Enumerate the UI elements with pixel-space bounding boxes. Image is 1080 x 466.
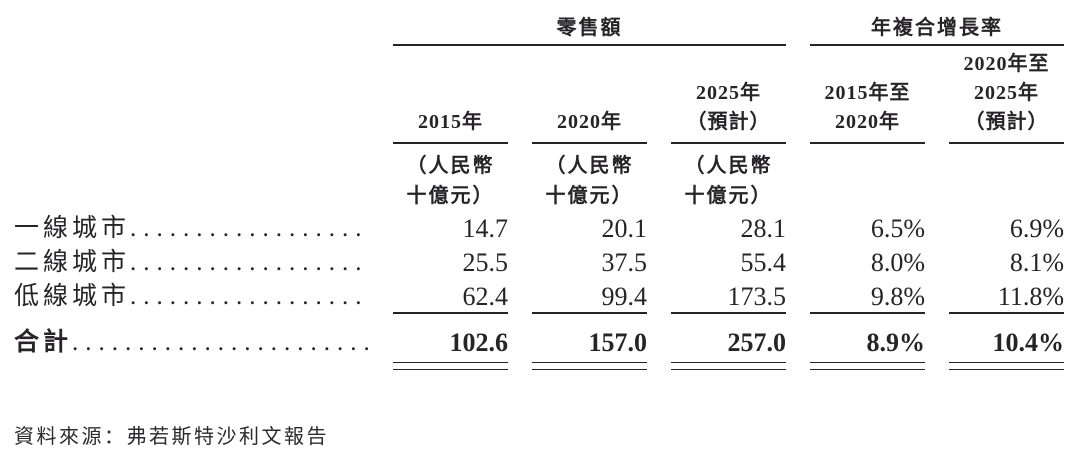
table-group-header-row: 零售額 年複合增長率 bbox=[14, 16, 1080, 46]
row-label-cell: 二線城市 bbox=[14, 247, 369, 278]
table-double-rule bbox=[393, 362, 508, 370]
row-label-total: 合計 bbox=[14, 329, 73, 356]
unit-label-rmb-billion: （人民幣 十億元） bbox=[532, 144, 647, 211]
unit-line: 十億元） bbox=[406, 185, 495, 207]
pre-total-rule-row bbox=[14, 312, 1080, 314]
group-header-cagr: 年複合增長率 bbox=[810, 16, 1064, 46]
table-rule bbox=[532, 312, 647, 314]
table-cell-value: 20.1 bbox=[601, 214, 648, 243]
unit-line: （人民幣 bbox=[406, 155, 495, 177]
unit-label-rmb-billion: （人民幣 十億元） bbox=[393, 144, 508, 211]
table-cell-value: 62.4 bbox=[462, 282, 509, 311]
total-double-rule-row bbox=[14, 362, 1080, 370]
table-cell-total-value: 10.4% bbox=[992, 328, 1065, 357]
table-cell-value: 99.4 bbox=[601, 282, 648, 311]
unit-line: 十億元） bbox=[684, 185, 773, 207]
column-header-2020: 2020年 bbox=[532, 46, 647, 144]
table-cell-value: 28.1 bbox=[740, 214, 787, 243]
table-row-tier2-cities: 二線城市 25.5 37.5 55.4 8.0% 8.1% bbox=[14, 244, 1080, 278]
row-label: 低線城市 bbox=[14, 283, 131, 310]
row-label: 二線城市 bbox=[14, 249, 131, 276]
table-cell-value: 8.1% bbox=[1009, 248, 1064, 277]
table-cell-total-value: 257.0 bbox=[727, 328, 787, 357]
unit-line: （人民幣 bbox=[545, 155, 634, 177]
table-rule bbox=[949, 312, 1064, 314]
unit-line: （人民幣 bbox=[684, 155, 773, 177]
table-double-rule bbox=[810, 362, 925, 370]
column-header-2015-to-2020: 2015年至 2020年 bbox=[810, 46, 925, 144]
table-cell-value: 6.5% bbox=[870, 214, 925, 243]
table-double-rule bbox=[671, 362, 786, 370]
table-cell-total-value: 102.6 bbox=[449, 328, 509, 357]
dot-leader bbox=[72, 328, 369, 358]
row-label-cell: 合計 bbox=[14, 328, 369, 358]
column-header-line: 2020年至 bbox=[963, 53, 1050, 75]
table-cell-value: 37.5 bbox=[601, 248, 648, 277]
table-column-header-row: 2015年 2020年 2025年 （預計） 2015年至 2020年 2020… bbox=[14, 46, 1080, 144]
unit-label-rmb-billion: （人民幣 十億元） bbox=[671, 144, 786, 211]
table-cell-value: 8.0% bbox=[870, 248, 925, 277]
table-row-tier1-cities: 一線城市 14.7 20.1 28.1 6.5% 6.9% bbox=[14, 210, 1080, 244]
table-rule bbox=[671, 312, 786, 314]
table-double-rule bbox=[949, 362, 1064, 370]
table-cell-value: 55.4 bbox=[740, 248, 787, 277]
column-header-line: 2015年 bbox=[418, 111, 483, 133]
unit-line: 十億元） bbox=[545, 185, 634, 207]
column-header-line: 2020年 bbox=[835, 111, 900, 133]
table-rule bbox=[393, 312, 508, 314]
row-label: 一線城市 bbox=[14, 215, 131, 242]
table-cell-total-value: 157.0 bbox=[588, 328, 648, 357]
row-label-cell: 低線城市 bbox=[14, 281, 369, 312]
column-header-line: 2025年 bbox=[696, 82, 761, 104]
table-cell-value: 6.9% bbox=[1009, 214, 1064, 243]
dot-leader bbox=[130, 281, 369, 312]
table-cell-value: 9.8% bbox=[870, 282, 925, 311]
column-header-line: 2015年至 bbox=[824, 82, 911, 104]
table-cell-value: 11.8% bbox=[997, 282, 1064, 311]
table-rule bbox=[810, 312, 925, 314]
table-unit-row: （人民幣 十億元） （人民幣 十億元） （人民幣 十億元） bbox=[14, 144, 1080, 210]
column-header-2025-forecast: 2025年 （預計） bbox=[671, 46, 786, 144]
table-row-total: 合計 102.6 157.0 257.0 8.9% 10.4% bbox=[14, 314, 1080, 358]
table-cell-value: 25.5 bbox=[462, 248, 509, 277]
source-note: 資料來源：弗若斯特沙利文報告 bbox=[14, 426, 329, 448]
column-header-line: 2025年 bbox=[974, 82, 1039, 104]
row-label-cell: 一線城市 bbox=[14, 213, 369, 244]
table-cell-total-value: 8.9% bbox=[866, 328, 926, 357]
dot-leader bbox=[130, 213, 369, 244]
group-header-retail-sales: 零售額 bbox=[393, 16, 786, 46]
table-cell-value: 14.7 bbox=[462, 214, 509, 243]
dot-leader bbox=[130, 247, 369, 278]
table-cell-value: 173.5 bbox=[727, 282, 787, 311]
column-header-line: （預計） bbox=[964, 111, 1049, 133]
column-header-2020-to-2025-forecast: 2020年至 2025年 （預計） bbox=[949, 46, 1064, 144]
column-header-line: 2020年 bbox=[557, 111, 622, 133]
column-header-2015: 2015年 bbox=[393, 46, 508, 144]
column-header-line: （預計） bbox=[686, 111, 771, 133]
table-double-rule bbox=[532, 362, 647, 370]
table-row-lowertier-cities: 低線城市 62.4 99.4 173.5 9.8% 11.8% bbox=[14, 278, 1080, 312]
